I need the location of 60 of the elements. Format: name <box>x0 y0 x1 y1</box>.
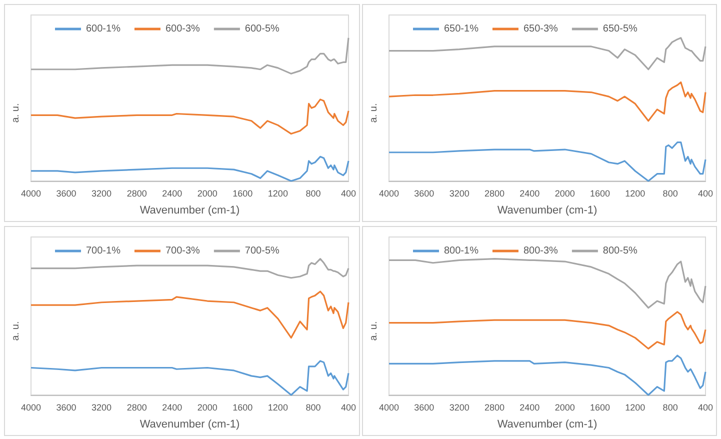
x-axis-title: Wavenumber (cm-1) <box>497 204 598 216</box>
y-axis-title: a. u. <box>10 103 22 123</box>
x-tick-label: 2800 <box>484 402 505 412</box>
x-tick-label: 1200 <box>268 188 288 198</box>
x-axis-title: Wavenumber (cm-1) <box>140 204 240 216</box>
x-tick-label: 2800 <box>126 188 147 198</box>
x-tick-label: 2400 <box>520 402 540 412</box>
x-tick-label: 4000 <box>20 188 42 198</box>
y-axis-title: a. u. <box>10 321 22 341</box>
x-tick-label: 1600 <box>590 402 610 412</box>
x-tick-label: 2400 <box>162 188 182 198</box>
legend-label: 650-3% <box>523 24 558 34</box>
x-tick-label: 800 <box>306 188 321 198</box>
legend-label: 650-5% <box>602 24 638 34</box>
legend-label: 600-1% <box>86 24 121 34</box>
x-tick-label: 2400 <box>520 188 540 198</box>
x-tick-label: 2400 <box>162 402 182 412</box>
x-tick-label: 4000 <box>378 402 400 412</box>
x-tick-label: 3200 <box>92 402 112 412</box>
legend-label: 600-5% <box>244 24 280 34</box>
x-tick-label: 4000 <box>20 402 42 412</box>
legend-label: 700-3% <box>165 246 200 256</box>
legend-label: 650-1% <box>444 24 479 34</box>
x-tick-label: 2000 <box>554 402 575 412</box>
x-tick-label: 3600 <box>414 188 434 198</box>
x-tick-label: 800 <box>662 402 678 412</box>
x-tick-label: 2000 <box>197 188 218 198</box>
x-tick-label: 400 <box>340 402 356 412</box>
x-tick-label: 800 <box>306 402 321 412</box>
x-axis-title: Wavenumber (cm-1) <box>497 418 598 430</box>
x-tick-label: 2000 <box>197 402 218 412</box>
x-tick-label: 3200 <box>449 402 470 412</box>
x-tick-label: 3200 <box>92 188 112 198</box>
x-tick-label: 1600 <box>232 402 253 412</box>
x-tick-label: 800 <box>662 188 678 198</box>
x-tick-label: 2800 <box>484 188 505 198</box>
x-tick-label: 3600 <box>414 402 434 412</box>
legend-label: 800-5% <box>602 246 638 256</box>
x-tick-label: 3200 <box>449 188 470 198</box>
x-tick-label: 3600 <box>56 402 76 412</box>
legend-label: 700-1% <box>86 246 121 256</box>
x-tick-label: 2800 <box>126 402 147 412</box>
x-tick-label: 1200 <box>625 402 646 412</box>
x-tick-label: 1200 <box>268 402 288 412</box>
legend-label: 800-3% <box>523 246 558 256</box>
x-tick-label: 400 <box>698 188 714 198</box>
x-axis-title: Wavenumber (cm-1) <box>140 418 240 430</box>
x-tick-label: 400 <box>698 402 714 412</box>
legend-label: 700-5% <box>244 246 280 256</box>
x-tick-label: 1600 <box>232 188 253 198</box>
legend-label: 600-3% <box>165 24 200 34</box>
x-tick-label: 2000 <box>554 188 575 198</box>
x-tick-label: 400 <box>340 188 356 198</box>
x-tick-label: 3600 <box>56 188 76 198</box>
x-tick-label: 4000 <box>378 188 400 198</box>
x-tick-label: 1600 <box>590 188 610 198</box>
y-axis-title: a. u. <box>368 321 380 341</box>
legend-label: 800-1% <box>444 246 479 256</box>
y-axis-title: a. u. <box>368 103 380 123</box>
x-tick-label: 1200 <box>625 188 646 198</box>
